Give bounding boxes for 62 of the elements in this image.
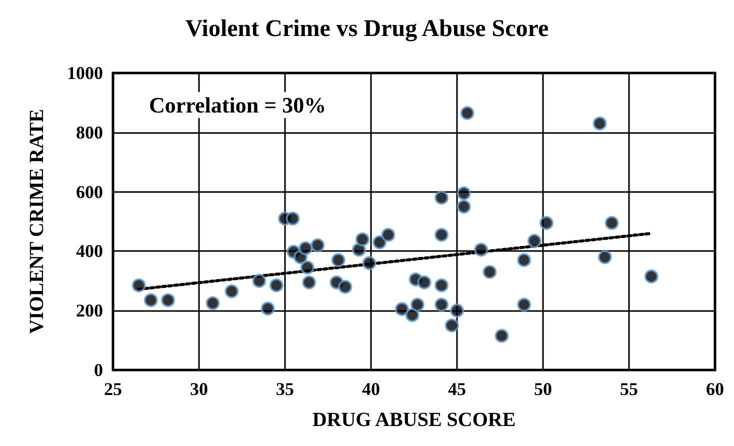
point bbox=[269, 278, 284, 292]
point bbox=[456, 200, 471, 214]
point bbox=[394, 302, 409, 316]
point bbox=[434, 228, 449, 242]
x-tick-label: 45 bbox=[448, 379, 466, 399]
x-tick-label: 55 bbox=[620, 379, 638, 399]
point bbox=[144, 293, 158, 308]
point bbox=[517, 298, 532, 312]
y-tick-label: 0 bbox=[94, 360, 103, 380]
point bbox=[592, 116, 607, 130]
point bbox=[417, 275, 432, 290]
point bbox=[434, 278, 449, 292]
x-tick-label: 40 bbox=[362, 379, 380, 399]
point bbox=[355, 232, 370, 246]
point bbox=[298, 241, 313, 256]
point bbox=[362, 256, 376, 270]
point bbox=[132, 278, 146, 292]
point bbox=[300, 260, 314, 275]
point bbox=[444, 318, 459, 332]
point bbox=[434, 190, 449, 205]
point bbox=[372, 235, 387, 250]
y-axis-title: VIOLENT CRIME RATE bbox=[26, 109, 48, 334]
x-tick-label: 25 bbox=[104, 379, 122, 399]
point bbox=[405, 308, 420, 322]
x-tick-label: 35 bbox=[276, 379, 294, 399]
point bbox=[598, 250, 612, 264]
point bbox=[260, 302, 275, 316]
point bbox=[539, 216, 554, 230]
point bbox=[161, 293, 176, 308]
point bbox=[474, 242, 488, 257]
y-tick-label: 400 bbox=[76, 241, 103, 262]
x-tick-label: 60 bbox=[706, 379, 724, 399]
point bbox=[302, 275, 316, 290]
point bbox=[434, 298, 449, 312]
point bbox=[494, 328, 509, 343]
point bbox=[517, 253, 532, 268]
point bbox=[352, 242, 366, 257]
point bbox=[252, 274, 266, 288]
point bbox=[310, 238, 325, 252]
point bbox=[206, 296, 220, 310]
point bbox=[604, 216, 619, 230]
point bbox=[381, 228, 396, 242]
y-tick-label: 800 bbox=[76, 122, 103, 142]
point bbox=[644, 269, 658, 284]
point bbox=[456, 186, 471, 200]
x-tick-label: 30 bbox=[190, 379, 208, 399]
point bbox=[410, 298, 424, 312]
point bbox=[450, 304, 464, 318]
x-tick-label: 50 bbox=[534, 379, 552, 399]
chart-title: Violent Crime vs Drug Abuse Score bbox=[185, 16, 549, 42]
point bbox=[224, 284, 239, 298]
annotation: Correlation = 30% bbox=[149, 92, 326, 118]
y-tick-label: 600 bbox=[76, 182, 103, 202]
point bbox=[482, 264, 497, 279]
point bbox=[286, 212, 300, 226]
point bbox=[460, 106, 474, 120]
point bbox=[527, 234, 542, 248]
y-tick-label: 1000 bbox=[67, 63, 103, 83]
point bbox=[338, 280, 352, 294]
y-tick-label: 200 bbox=[76, 300, 103, 321]
x-axis-title: DRUG ABUSE SCORE bbox=[312, 409, 516, 431]
point bbox=[331, 253, 346, 268]
